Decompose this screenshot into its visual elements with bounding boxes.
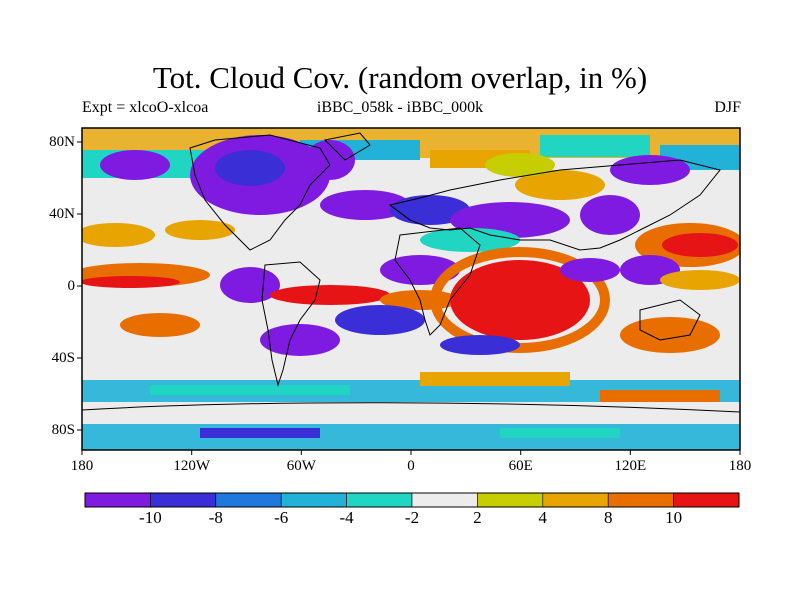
colorbar-label: -8 bbox=[208, 508, 223, 527]
colorbar bbox=[84, 492, 740, 508]
colorbar-label: -6 bbox=[274, 508, 289, 527]
colorbar-label: -10 bbox=[139, 508, 162, 527]
comparison-label: iBBC_058k - iBBC_000k bbox=[316, 99, 484, 116]
colorbar-swatch bbox=[477, 492, 544, 508]
colorbar-frame bbox=[84, 492, 740, 508]
lon-tick-label: 120E bbox=[614, 458, 647, 474]
colorbar-label: 4 bbox=[538, 508, 548, 527]
axis-ticks bbox=[77, 141, 741, 455]
colorbar-swatch bbox=[411, 492, 478, 508]
colorbar-label: -2 bbox=[404, 508, 420, 527]
colorbar-label: 10 bbox=[665, 508, 683, 527]
colorbar-swatch bbox=[346, 492, 413, 508]
map-title: Tot. Cloud Cov. (random overlap, in %) bbox=[152, 60, 648, 95]
season-label: DJF bbox=[714, 99, 741, 116]
lat-tick-label: 40S bbox=[51, 350, 75, 366]
colorbar-swatch bbox=[84, 492, 151, 508]
colorbar-swatch bbox=[215, 492, 282, 508]
lat-tick-label: 0 bbox=[67, 278, 76, 294]
colorbar-swatch bbox=[280, 492, 347, 508]
lon-tick-label: 60W bbox=[286, 458, 316, 474]
lon-tick-label: 180 bbox=[728, 458, 752, 474]
lon-tick-label: 60E bbox=[508, 458, 533, 474]
colorbar-swatch bbox=[607, 492, 674, 508]
colorbar-label: 2 bbox=[473, 508, 482, 527]
lon-tick-label: 120W bbox=[173, 458, 211, 474]
cloud-cover-field bbox=[82, 128, 740, 450]
lat-tick-label: 80N bbox=[49, 134, 75, 150]
experiment-label: Expt = xlcoO-xlcoa bbox=[82, 99, 209, 116]
colorbar-swatch bbox=[150, 492, 217, 508]
coastlines bbox=[82, 132, 740, 413]
colorbar-label: 8 bbox=[603, 508, 613, 527]
colorbar-swatch bbox=[673, 492, 740, 508]
lon-tick-label: 0 bbox=[407, 458, 415, 474]
lon-tick-label: 180 bbox=[70, 458, 94, 474]
lat-tick-label: 40N bbox=[49, 206, 75, 222]
lat-tick-label: 80S bbox=[51, 422, 75, 438]
colorbar-label: -4 bbox=[339, 508, 354, 527]
colorbar-swatch bbox=[542, 492, 609, 508]
